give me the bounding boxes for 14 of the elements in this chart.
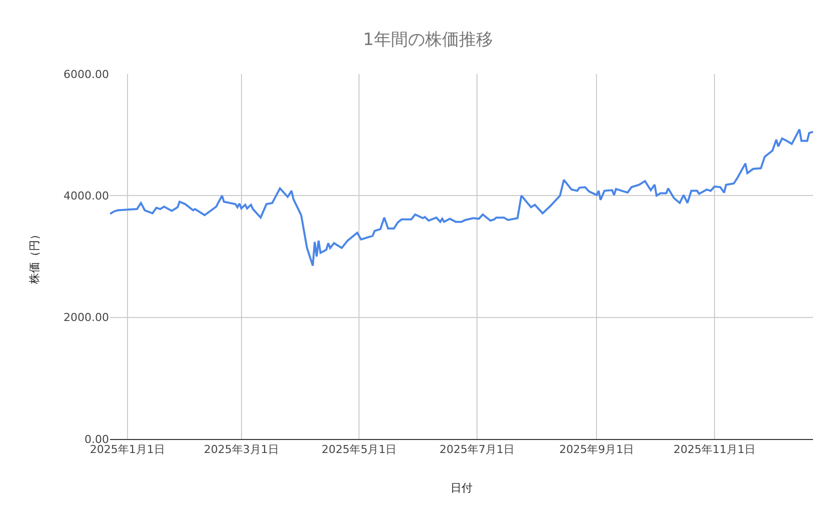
chart-title: 1年間の株価推移 [362, 30, 493, 50]
x-tick-label: 2025年5月1日 [322, 443, 397, 456]
y-tick-label: 2000.00 [64, 311, 109, 324]
x-axis-title: 日付 [450, 481, 472, 494]
line-series [110, 128, 813, 267]
y-tick-label: 4000.00 [64, 190, 109, 203]
x-tick-label: 2025年11月1日 [674, 443, 756, 456]
x-tick-label: 2025年3月1日 [204, 443, 279, 456]
x-tick-label: 2025年9月1日 [559, 443, 634, 456]
x-tick-label: 2025年7月1日 [439, 443, 514, 456]
y-tick-label: 6000.00 [64, 68, 109, 81]
y-axis-title: 株価（円） [28, 229, 42, 285]
y-tick-label: 0.00 [84, 432, 109, 446]
x-tick-label: 2025年1月1日 [90, 443, 165, 456]
